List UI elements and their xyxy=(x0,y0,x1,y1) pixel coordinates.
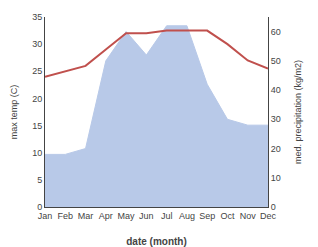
svg-text:10: 10 xyxy=(271,173,281,183)
svg-text:5: 5 xyxy=(37,175,42,185)
svg-text:0: 0 xyxy=(37,202,42,212)
svg-text:Aug: Aug xyxy=(179,211,195,221)
svg-text:25: 25 xyxy=(32,66,42,76)
svg-text:Dec: Dec xyxy=(260,211,277,221)
svg-text:10: 10 xyxy=(32,148,42,158)
svg-text:date (month): date (month) xyxy=(126,236,187,247)
svg-text:Apr: Apr xyxy=(99,211,113,221)
svg-text:med. precipitation (kg/m2): med. precipitation (kg/m2) xyxy=(293,60,303,164)
svg-text:50: 50 xyxy=(271,56,281,66)
svg-text:60: 60 xyxy=(271,27,281,37)
svg-text:Feb: Feb xyxy=(58,211,74,221)
svg-text:40: 40 xyxy=(271,85,281,95)
svg-text:Jul: Jul xyxy=(161,211,173,221)
svg-text:20: 20 xyxy=(32,94,42,104)
svg-text:Oct: Oct xyxy=(220,211,235,221)
svg-text:Mar: Mar xyxy=(78,211,94,221)
svg-text:30: 30 xyxy=(32,39,42,49)
svg-text:May: May xyxy=(118,211,136,221)
svg-text:Sep: Sep xyxy=(199,211,215,221)
svg-text:20: 20 xyxy=(271,144,281,154)
svg-text:15: 15 xyxy=(32,121,42,131)
svg-text:Jun: Jun xyxy=(139,211,154,221)
svg-text:Nov: Nov xyxy=(240,211,257,221)
svg-text:35: 35 xyxy=(32,12,42,22)
svg-text:max temp (C): max temp (C) xyxy=(9,85,19,140)
svg-text:30: 30 xyxy=(271,114,281,124)
svg-text:0: 0 xyxy=(271,202,276,212)
svg-text:Jan: Jan xyxy=(38,211,53,221)
